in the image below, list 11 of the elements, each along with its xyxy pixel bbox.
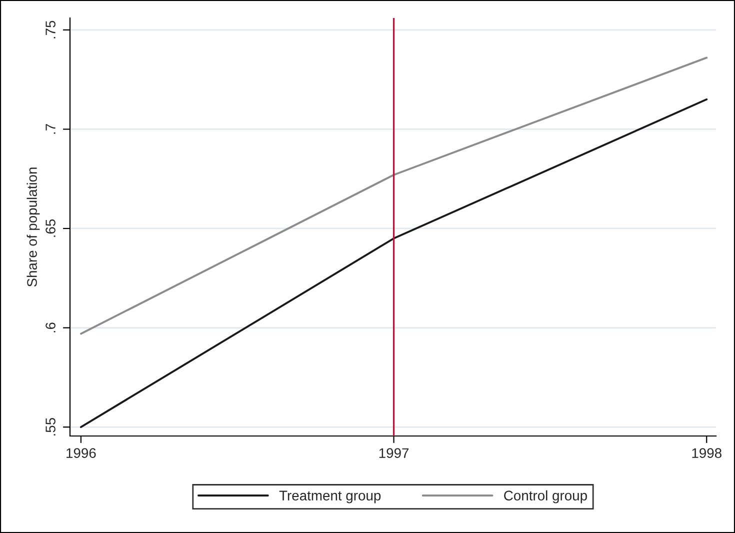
y-tick-label: .75 — [46, 20, 56, 38]
y-tick-label: .65 — [46, 219, 56, 237]
x-tick-label: 1997 — [379, 448, 409, 458]
y-tick-label: .6 — [46, 322, 56, 332]
x-tick-label: 1998 — [692, 448, 722, 458]
y-tick-label: .55 — [46, 418, 56, 436]
y-axis-title: Share of population — [26, 168, 40, 287]
y-tick-label: .7 — [46, 124, 56, 134]
x-tick-label: 1996 — [66, 448, 96, 458]
legend-label: Control group — [504, 490, 587, 504]
legend-label: Treatment group — [279, 490, 381, 504]
